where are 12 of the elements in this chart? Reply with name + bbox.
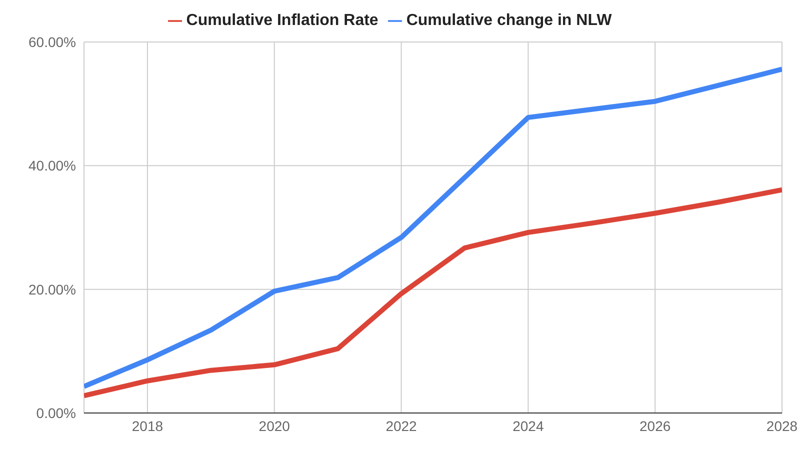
x-tick-label: 2020 [258, 418, 290, 434]
legend-label: Cumulative Inflation Rate [186, 12, 378, 29]
x-tick-label: 2028 [766, 418, 798, 434]
legend-label: Cumulative change in NLW [406, 12, 612, 29]
x-tick-label: 2018 [132, 418, 164, 434]
y-tick-label: 0.00% [36, 404, 76, 421]
x-tick-label: 2026 [640, 418, 671, 434]
y-tick-label: 40.00% [28, 158, 76, 174]
x-tick-label: 2022 [386, 418, 418, 434]
y-tick-label: 20.00% [28, 281, 76, 298]
y-tick-label: 60.00% [28, 34, 76, 50]
x-tick-label: 2024 [512, 418, 544, 434]
